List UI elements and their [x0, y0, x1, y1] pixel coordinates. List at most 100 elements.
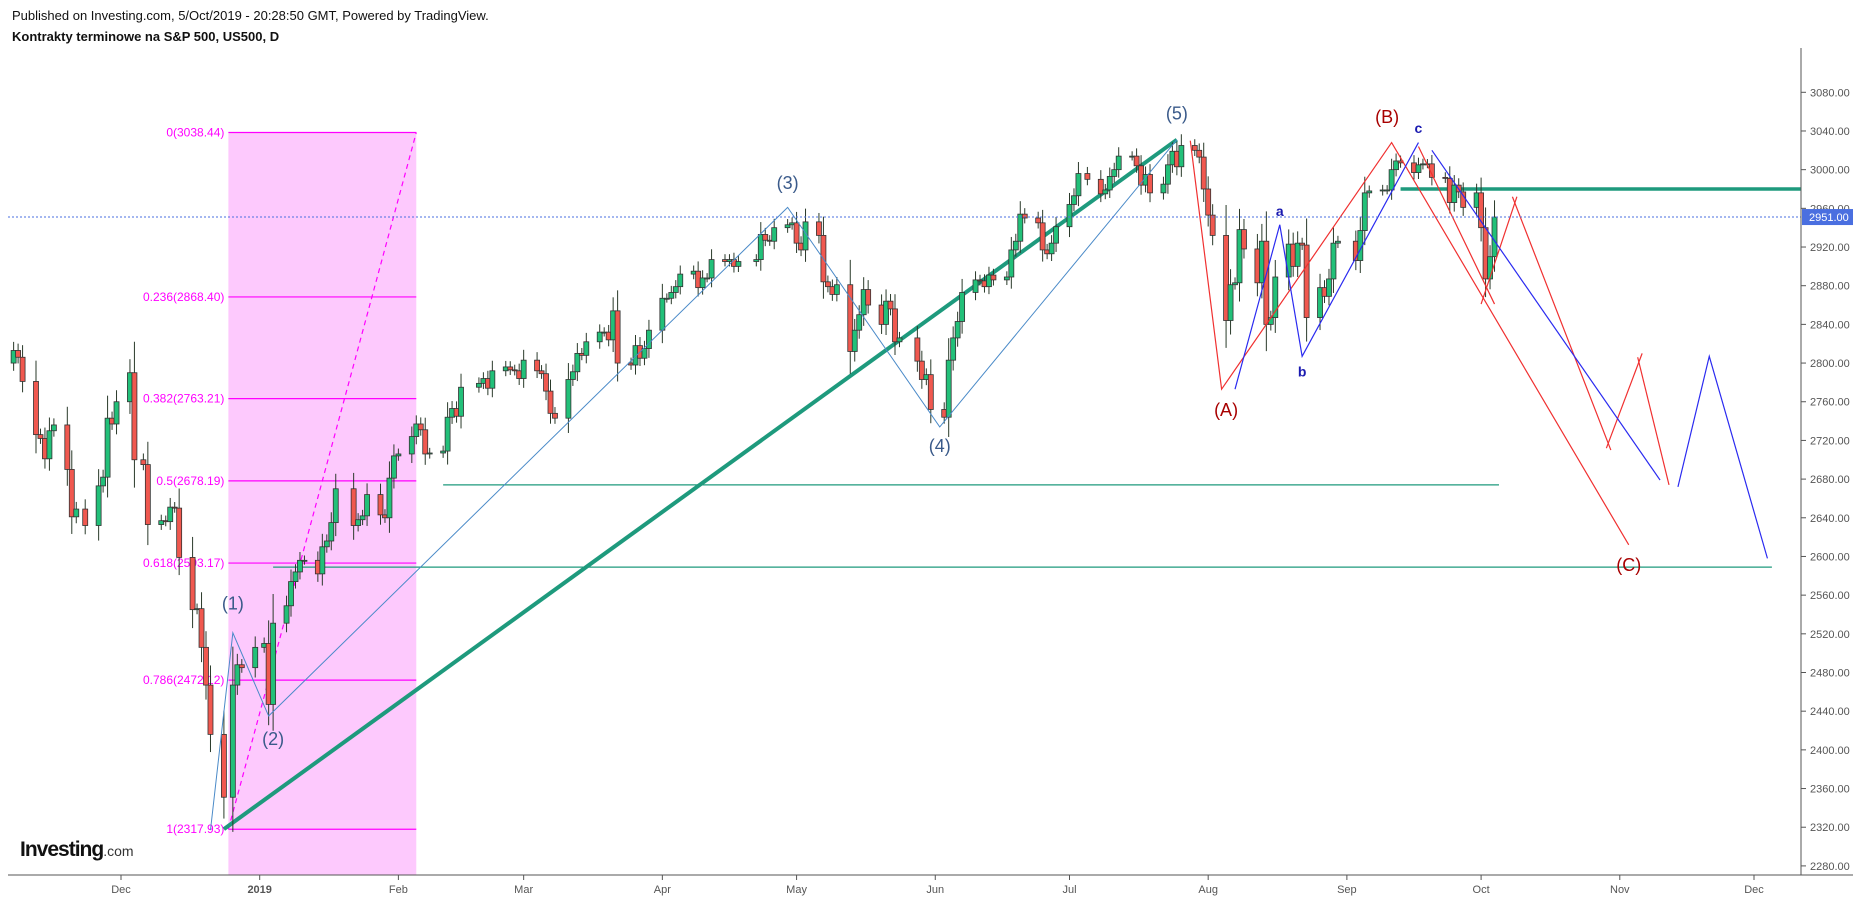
fib-level-label: 1(2317.93): [166, 822, 224, 836]
candle: [422, 417, 429, 465]
candle-body-down: [547, 390, 554, 414]
candle-body-up: [735, 261, 742, 267]
fib-level-label: 0.618(2593.17): [143, 556, 224, 570]
candle: [1361, 176, 1368, 246]
candle-body-up: [328, 522, 335, 542]
abc-red-projection: [1605, 353, 1643, 449]
candle: [377, 483, 384, 525]
candle: [574, 343, 581, 382]
candle-body-down: [417, 423, 424, 431]
candle-body-down: [1241, 229, 1247, 250]
candle: [583, 332, 590, 364]
candle: [1021, 208, 1028, 224]
candle: [1008, 236, 1015, 289]
candle-body-up: [332, 488, 339, 524]
time-tick-label: Apr: [654, 884, 671, 896]
candle: [1241, 218, 1247, 259]
candle: [1115, 147, 1122, 178]
candle-body-down: [1191, 145, 1198, 151]
time-tick-label: Jul: [1062, 884, 1076, 896]
candle: [328, 512, 335, 551]
abc-wave-label: (A): [1214, 400, 1238, 420]
candle: [986, 266, 992, 295]
candle: [46, 417, 53, 471]
candle-body-down: [1039, 222, 1046, 251]
candle-body-up: [672, 286, 679, 293]
candle-body-down: [990, 274, 997, 281]
candle-body-up: [565, 379, 572, 419]
abc-red-line: [1189, 140, 1630, 546]
price-tick-label: 2520.00: [1810, 629, 1850, 641]
candle: [198, 592, 205, 663]
candle: [350, 472, 357, 540]
candle-body-down: [1021, 213, 1028, 219]
price-tick-label: 2640.00: [1810, 513, 1850, 525]
candle: [1191, 139, 1198, 156]
candle-body-up: [319, 546, 326, 575]
candle: [883, 289, 889, 335]
fib-level-label: 0.236(2868.40): [143, 290, 224, 304]
candle-body-up: [359, 515, 366, 521]
candle-body-up: [663, 297, 670, 300]
candle: [1012, 233, 1019, 257]
candle: [990, 268, 997, 286]
abc-subwave-label: b: [1298, 364, 1307, 380]
price-tick-label: 2800.00: [1810, 358, 1850, 370]
candle: [444, 402, 451, 465]
candle: [1102, 183, 1109, 200]
candle: [207, 665, 214, 753]
time-tick-label: Sep: [1337, 884, 1357, 896]
price-tick-label: 2600.00: [1810, 551, 1850, 563]
candle: [37, 428, 44, 444]
abc-red-projection: [1417, 146, 1496, 305]
candle-body-up: [301, 559, 308, 562]
candle: [511, 364, 518, 376]
candle-body-up: [1106, 176, 1113, 191]
candle-body-down: [552, 412, 558, 419]
candle: [538, 365, 545, 379]
candle: [833, 276, 840, 302]
candle: [1160, 176, 1167, 200]
candle-body-down: [538, 370, 545, 375]
candle: [1133, 148, 1140, 173]
candle: [753, 254, 760, 267]
candle: [1299, 237, 1306, 250]
candle: [82, 499, 89, 535]
candle: [176, 488, 183, 576]
candle-body-up: [1102, 189, 1109, 195]
candle: [104, 395, 111, 498]
candle-body-up: [1388, 169, 1395, 191]
abc-subwave-label: c: [1415, 120, 1423, 136]
candle-body-up: [1017, 213, 1024, 242]
candle-body-down: [1303, 244, 1310, 319]
candle: [945, 338, 952, 437]
candle-body-down: [1460, 191, 1467, 208]
candle: [1003, 271, 1010, 286]
candle: [507, 361, 514, 375]
candle-body-up: [784, 224, 791, 229]
candle: [914, 326, 921, 372]
candle: [520, 349, 527, 388]
candle: [927, 359, 934, 424]
candle-body-up: [1491, 216, 1498, 258]
candle-body-up: [596, 331, 603, 343]
candle: [1227, 269, 1234, 335]
candle-body-down: [1428, 163, 1435, 178]
candle: [614, 290, 621, 382]
candle: [1209, 204, 1216, 246]
price-tick-label: 2720.00: [1810, 435, 1850, 447]
candle: [1039, 209, 1046, 262]
candle: [704, 273, 710, 283]
candle-body-up: [229, 684, 236, 798]
candle: [1335, 235, 1341, 249]
candle: [238, 659, 245, 673]
candle: [1326, 268, 1332, 306]
abc-blue-projection: [1677, 353, 1769, 559]
candle: [954, 311, 961, 347]
candle: [972, 271, 979, 301]
candle: [417, 417, 424, 436]
candle-body-up: [1232, 282, 1238, 286]
candle-body-down: [918, 360, 925, 380]
candle: [319, 533, 326, 586]
